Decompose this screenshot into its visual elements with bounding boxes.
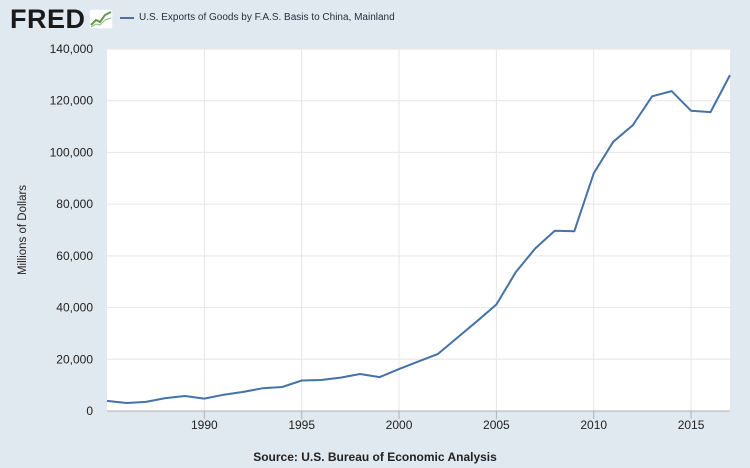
- data-point[interactable]: [688, 108, 694, 114]
- x-tick-label: 2010: [580, 418, 607, 432]
- data-point[interactable]: [493, 301, 499, 307]
- y-tick-label: 20,000: [56, 352, 93, 366]
- data-point[interactable]: [454, 335, 460, 341]
- data-point[interactable]: [591, 170, 597, 176]
- y-tick-label: 100,000: [50, 145, 94, 159]
- y-axis-title: Millions of Dollars: [17, 185, 29, 275]
- x-tick-label: 2015: [678, 418, 705, 432]
- y-tick-label: 40,000: [56, 301, 93, 315]
- data-point[interactable]: [201, 396, 207, 402]
- y-tick-label: 0: [86, 404, 93, 418]
- data-point[interactable]: [123, 400, 129, 406]
- data-point[interactable]: [474, 318, 480, 324]
- series-line[interactable]: [106, 74, 731, 404]
- x-tick-label: 1990: [191, 418, 218, 432]
- y-tick-label: 60,000: [56, 249, 93, 263]
- data-point[interactable]: [299, 377, 305, 383]
- plot-area: [107, 49, 730, 411]
- data-point[interactable]: [513, 269, 519, 275]
- legend-swatch: [120, 17, 134, 19]
- x-tick-label: 1995: [288, 418, 315, 432]
- data-point[interactable]: [435, 351, 441, 357]
- data-point[interactable]: [240, 389, 246, 395]
- y-tick-label: 140,000: [50, 42, 94, 56]
- data-point[interactable]: [649, 93, 655, 99]
- source-note: Source: U.S. Bureau of Economic Analysis: [253, 450, 497, 464]
- data-point[interactable]: [571, 228, 577, 234]
- fred-logo[interactable]: FRED: [10, 4, 86, 34]
- x-tick-label: 2005: [483, 418, 510, 432]
- y-tick-label: 120,000: [50, 94, 94, 108]
- data-point[interactable]: [143, 399, 149, 405]
- data-point[interactable]: [377, 374, 383, 380]
- data-point[interactable]: [630, 122, 636, 128]
- data-point[interactable]: [221, 392, 227, 398]
- data-point[interactable]: [396, 366, 402, 372]
- header: FRED U.S. Exports of Goods by F.A.S. Bas…: [0, 0, 750, 40]
- y-tick-label: 80,000: [56, 197, 93, 211]
- data-point[interactable]: [279, 384, 285, 390]
- data-point[interactable]: [318, 377, 324, 383]
- data-point[interactable]: [260, 385, 266, 391]
- data-point[interactable]: [162, 395, 168, 401]
- data-point[interactable]: [610, 139, 616, 145]
- data-point[interactable]: [552, 228, 558, 234]
- data-point[interactable]: [182, 393, 188, 399]
- data-point[interactable]: [708, 109, 714, 115]
- data-point[interactable]: [532, 245, 538, 251]
- data-point[interactable]: [669, 88, 675, 94]
- data-point[interactable]: [727, 72, 733, 78]
- line-graph-icon: [89, 9, 113, 29]
- data-point[interactable]: [357, 371, 363, 377]
- data-point[interactable]: [104, 398, 110, 404]
- x-tick-label: 2000: [386, 418, 413, 432]
- data-point[interactable]: [416, 358, 422, 364]
- legend-label[interactable]: U.S. Exports of Goods by F.A.S. Basis to…: [139, 12, 395, 23]
- data-point[interactable]: [338, 375, 344, 381]
